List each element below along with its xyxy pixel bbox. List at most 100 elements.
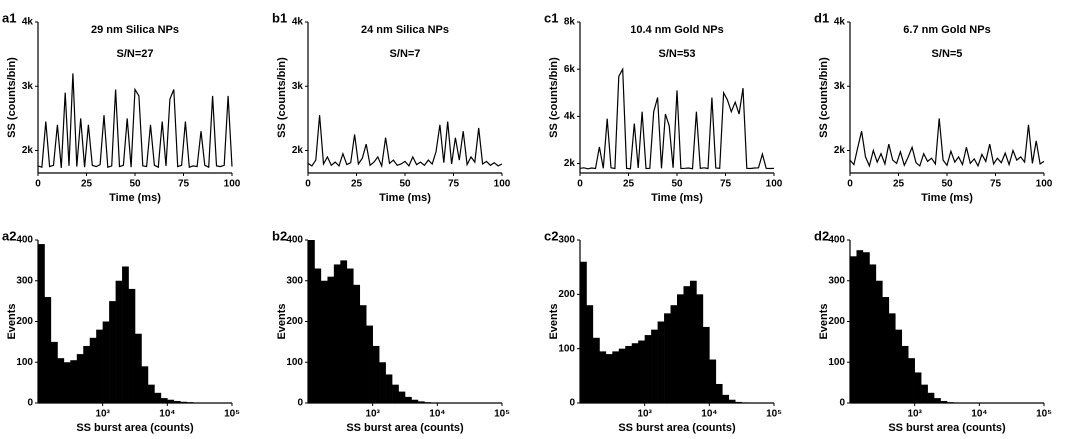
panel-title: 24 nm Silica NPs: [361, 24, 449, 36]
y-tick-label: 0: [569, 398, 575, 409]
trace: [579, 67, 775, 170]
histogram-bar: [404, 396, 412, 403]
histogram-bar: [38, 244, 45, 403]
x-axis-label: SS burst area (counts): [346, 422, 464, 434]
histogram-bar: [96, 329, 103, 403]
annotation: S/N=27: [117, 48, 154, 60]
histogram-bar: [167, 399, 175, 403]
y-tick-label: 2k: [834, 145, 846, 156]
x-axis-label: Time (ms): [379, 192, 431, 204]
histogram-bar: [715, 383, 723, 403]
histogram-bar: [696, 294, 704, 403]
x-tick-label: 50: [941, 179, 953, 190]
y-axis-label: SS (counts/bin): [548, 57, 560, 138]
y-tick-label: 200: [16, 316, 33, 327]
histogram-bar: [173, 400, 181, 403]
x-tick-label: 75: [990, 179, 1002, 190]
histogram-bar: [128, 288, 136, 403]
x-tick-label: 10⁵: [1036, 409, 1052, 420]
histogram-bar: [618, 348, 626, 403]
y-axis-label: SS (counts/bin): [276, 57, 288, 138]
histogram-bar: [314, 268, 322, 403]
histogram-bar: [76, 354, 84, 403]
histogram-bar: [83, 345, 91, 403]
x-tick-label: 10³: [637, 409, 652, 420]
y-tick-label: 2k: [22, 145, 34, 156]
histogram-bar: [109, 301, 116, 403]
histogram-bar: [122, 266, 129, 403]
y-tick-label: 200: [286, 316, 303, 327]
trace: [849, 118, 1045, 168]
histogram-bar: [141, 366, 149, 403]
y-tick-label: 3k: [292, 81, 304, 92]
histogram-bar: [398, 391, 406, 403]
x-tick-label: 10⁵: [224, 409, 240, 420]
x-tick-label: 0: [35, 179, 41, 190]
y-tick-label: 2k: [292, 145, 304, 156]
histogram-bar: [875, 280, 883, 403]
y-tick-label: 300: [828, 275, 845, 286]
histogram-bar: [346, 268, 354, 403]
histogram-bar: [722, 394, 730, 403]
x-tick-label: 50: [129, 179, 141, 190]
trace: [307, 115, 503, 169]
panel-label: c1: [544, 10, 558, 25]
histogram-bar: [612, 351, 620, 403]
panel-label: b1: [272, 10, 287, 25]
histogram-bar: [160, 398, 168, 403]
histogram-bar: [580, 261, 587, 403]
x-tick-label: 50: [399, 179, 411, 190]
x-tick-label: 25: [623, 179, 635, 190]
x-axis-label: SS burst area (counts): [888, 422, 1006, 434]
x-tick-label: 10³: [95, 409, 110, 420]
y-tick-label: 400: [828, 235, 845, 246]
x-tick-label: 25: [81, 179, 93, 190]
y-tick-label: 100: [558, 343, 575, 354]
histogram-bar: [102, 321, 110, 403]
x-axis-label: Time (ms): [651, 192, 703, 204]
x-tick-label: 10⁴: [701, 409, 717, 420]
y-axis-label: SS (counts/bin): [6, 57, 18, 138]
x-axis-label: SS burst area (counts): [76, 422, 194, 434]
panel-label: c2: [544, 228, 558, 243]
histogram-bar: [709, 359, 717, 403]
y-tick-label: 3k: [22, 81, 34, 92]
x-tick-label: 75: [178, 179, 190, 190]
y-tick-label: 200: [828, 316, 845, 327]
histogram-bar: [63, 362, 71, 403]
x-axis-label: Time (ms): [921, 192, 973, 204]
y-axis-label: Events: [548, 303, 560, 339]
histogram-bar: [908, 358, 915, 403]
x-tick-label: 75: [720, 179, 732, 190]
histogram-bar: [683, 286, 691, 403]
y-tick-label: 0: [27, 398, 33, 409]
histogram-bar: [670, 305, 678, 403]
histogram-bar: [147, 384, 155, 403]
panel-label: a1: [2, 10, 16, 25]
histogram-bar: [411, 399, 419, 403]
histogram-bar: [869, 264, 877, 403]
histogram-bar: [901, 345, 909, 403]
histogram-bar: [89, 337, 97, 403]
y-tick-label: 4k: [564, 111, 576, 122]
histogram-bar: [888, 313, 896, 403]
y-tick-label: 100: [828, 357, 845, 368]
y-tick-label: 300: [558, 235, 575, 246]
histogram-bar: [333, 264, 341, 403]
histogram-bar: [644, 335, 652, 403]
histogram-bar: [70, 360, 78, 403]
histogram-bar: [392, 384, 399, 403]
histogram-bar: [372, 345, 380, 403]
annotation: S/N=53: [659, 48, 696, 60]
x-tick-label: 25: [893, 179, 905, 190]
histogram-bar: [862, 252, 870, 403]
x-tick-label: 10⁵: [766, 409, 782, 420]
histogram-bar: [134, 333, 142, 403]
histogram-bar: [308, 240, 315, 403]
histogram-bar: [689, 280, 697, 403]
histogram-bar: [895, 329, 903, 403]
annotation: S/N=5: [932, 48, 963, 60]
histogram-bar: [921, 384, 928, 403]
histogram-bar: [359, 305, 367, 403]
